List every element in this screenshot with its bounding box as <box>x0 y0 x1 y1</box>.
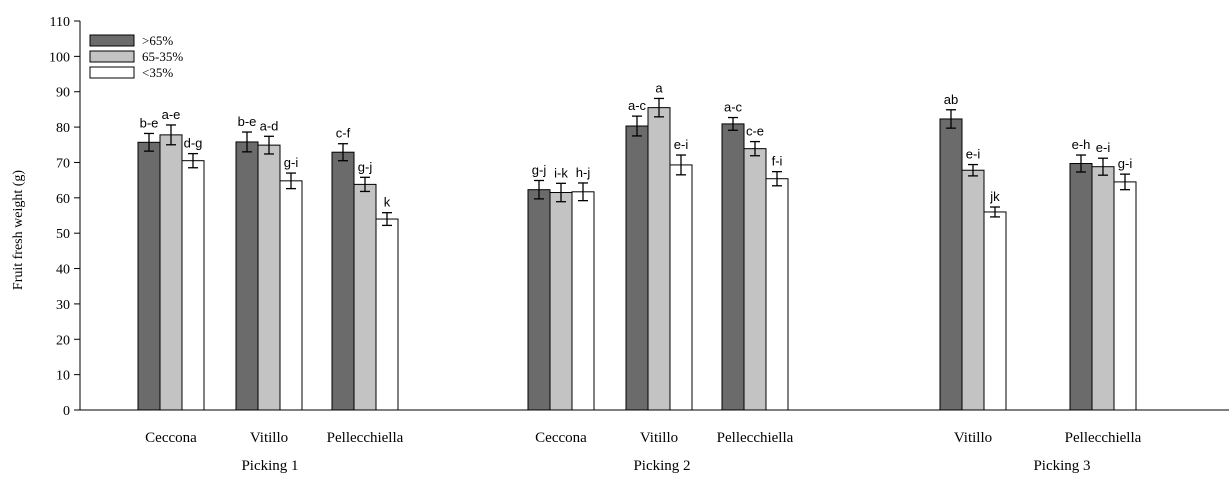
significance-letter: g-j <box>532 162 547 177</box>
bar <box>669 164 693 411</box>
y-tick-label: 30 <box>56 298 70 313</box>
legend-swatch <box>89 50 135 63</box>
bar <box>375 218 399 411</box>
bar <box>527 189 551 411</box>
significance-letter: ab <box>944 92 958 107</box>
legend-label: >65% <box>142 33 173 48</box>
significance-letter: e-i <box>966 147 981 162</box>
bar <box>549 192 573 411</box>
bar <box>137 141 161 411</box>
cultivar-label: Ceccona <box>145 430 197 446</box>
bar <box>571 191 595 411</box>
bar <box>159 134 183 411</box>
y-tick-label: 0 <box>63 404 70 419</box>
significance-letter: i-k <box>554 165 568 180</box>
significance-letter: g-i <box>1118 156 1133 171</box>
y-tick-label: 60 <box>56 192 70 207</box>
y-tick-label: 110 <box>50 15 70 30</box>
significance-letter: b-e <box>140 115 159 130</box>
bar <box>983 211 1007 411</box>
bar <box>961 169 985 411</box>
y-tick-label: 80 <box>56 121 70 136</box>
bar <box>721 123 745 411</box>
significance-letter: c-f <box>336 126 351 141</box>
y-tick-label: 20 <box>56 333 70 348</box>
significance-letter: jk <box>989 189 1000 204</box>
significance-letter: d-g <box>184 136 203 151</box>
legend-swatch <box>89 66 135 79</box>
cultivar-label: Vitillo <box>640 430 678 446</box>
bar <box>765 178 789 411</box>
legend-label: 65-35% <box>142 49 183 64</box>
cultivar-label: Vitillo <box>250 430 288 446</box>
significance-letter: e-h <box>1072 137 1091 152</box>
legend-swatch <box>89 34 135 47</box>
bar <box>1113 181 1137 411</box>
bar <box>279 180 303 411</box>
y-tick-label: 100 <box>49 50 70 65</box>
legend-label: <35% <box>142 65 173 80</box>
significance-letter: c-e <box>746 124 764 139</box>
significance-letter: h-j <box>576 165 591 180</box>
significance-letter: a-c <box>628 98 647 113</box>
significance-letter: e-i <box>1096 140 1111 155</box>
bar <box>331 151 355 411</box>
bar <box>353 183 377 411</box>
cultivar-label: Vitillo <box>954 430 992 446</box>
bar <box>181 160 205 411</box>
group-label: Picking 2 <box>633 458 690 474</box>
significance-letter: f-i <box>772 154 783 169</box>
y-axis: 0 10 20 30 40 50 60 70 80 90 100 110 <box>49 15 81 419</box>
y-tick-label: 40 <box>56 263 70 278</box>
group-label: Picking 3 <box>1033 458 1090 474</box>
bars-layer <box>137 97 1137 411</box>
significance-letter: a-d <box>260 118 279 133</box>
bar <box>625 125 649 411</box>
significance-letter: a-e <box>162 107 181 122</box>
cultivar-label: Pellecchiella <box>327 430 404 446</box>
significance-letter: a <box>655 80 663 95</box>
cultivar-label: Pellecchiella <box>1065 430 1142 446</box>
bar <box>1069 163 1093 411</box>
bar <box>1091 166 1115 411</box>
significance-letter: g-i <box>284 155 299 170</box>
bar <box>235 141 259 411</box>
significance-letter: a-c <box>724 100 743 115</box>
cultivar-label: Ceccona <box>535 430 587 446</box>
significance-letter: g-j <box>358 159 373 174</box>
y-axis-title: Fruit fresh weight (g) <box>11 170 26 290</box>
significance-letter: e-i <box>674 137 689 152</box>
legend: >65%65-35%<35% <box>89 33 183 80</box>
bar <box>647 107 671 411</box>
significance-letter: b-e <box>238 114 257 129</box>
y-tick-label: 10 <box>56 369 70 384</box>
significance-letter: k <box>384 195 391 210</box>
cultivar-label: Pellecchiella <box>717 430 794 446</box>
y-tick-label: 70 <box>56 156 70 171</box>
y-tick-label: 90 <box>56 86 70 101</box>
bar <box>743 148 767 411</box>
bar <box>939 118 963 411</box>
group-label: Picking 1 <box>241 458 298 474</box>
bar <box>257 144 281 411</box>
y-tick-label: 50 <box>56 227 70 242</box>
